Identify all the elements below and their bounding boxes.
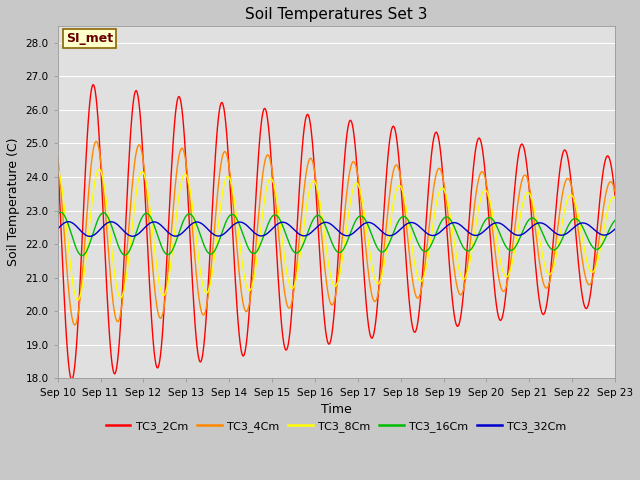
Line: TC3_4Cm: TC3_4Cm (58, 142, 615, 325)
TC3_4Cm (54, 154, 61, 159)
TC3_32Cm (65, 219, 72, 225)
TC3_2Cm (427, 156, 435, 162)
TC3_8Cm (429, 222, 436, 228)
Text: SI_met: SI_met (66, 32, 113, 45)
TC3_2Cm (350, 134, 358, 140)
TC3_32Cm (350, 229, 358, 235)
TC3_4Cm (289, 296, 296, 302)
TC3_8Cm (602, 215, 610, 221)
TC3_4Cm (139, 153, 147, 158)
TC3_16Cm (56, 209, 64, 215)
TC3_32Cm (139, 227, 147, 233)
TC3_16Cm (289, 247, 296, 253)
TC3_32Cm (603, 232, 611, 238)
Line: TC3_2Cm: TC3_2Cm (58, 84, 615, 380)
TC3_8Cm (611, 195, 619, 201)
TC3_4Cm (603, 186, 611, 192)
TC3_2Cm (54, 155, 61, 161)
TC3_4Cm (427, 206, 435, 212)
TC3_16Cm (430, 237, 438, 242)
TC3_32Cm (86, 233, 93, 239)
TC3_8Cm (138, 169, 145, 175)
TC3_32Cm (54, 226, 61, 232)
TC3_32Cm (427, 232, 435, 238)
TC3_2Cm (139, 145, 147, 151)
Line: TC3_16Cm: TC3_16Cm (58, 212, 615, 256)
TC3_32Cm (611, 226, 619, 232)
TC3_8Cm (288, 286, 296, 291)
TC3_32Cm (289, 225, 296, 231)
TC3_2Cm (90, 82, 97, 87)
Line: TC3_32Cm: TC3_32Cm (58, 222, 615, 236)
TC3_16Cm (139, 214, 147, 219)
TC3_8Cm (54, 165, 61, 171)
TC3_32Cm (430, 233, 438, 239)
TC3_2Cm (430, 136, 438, 142)
Line: TC3_8Cm: TC3_8Cm (58, 168, 615, 300)
TC3_4Cm (92, 139, 100, 144)
TC3_16Cm (54, 212, 61, 217)
TC3_16Cm (350, 221, 358, 227)
Y-axis label: Soil Temperature (C): Soil Temperature (C) (7, 138, 20, 266)
TC3_8Cm (426, 241, 434, 247)
TC3_2Cm (603, 153, 611, 159)
X-axis label: Time: Time (321, 403, 352, 416)
TC3_16Cm (78, 253, 86, 259)
TC3_2Cm (611, 192, 619, 198)
TC3_2Cm (68, 377, 76, 383)
TC3_4Cm (611, 189, 619, 194)
TC3_8Cm (611, 194, 618, 200)
TC3_4Cm (71, 322, 79, 328)
TC3_4Cm (430, 185, 438, 191)
Title: Soil Temperatures Set 3: Soil Temperatures Set 3 (245, 7, 428, 22)
TC3_16Cm (603, 232, 611, 238)
TC3_2Cm (289, 298, 296, 304)
TC3_8Cm (74, 297, 82, 303)
TC3_16Cm (611, 217, 619, 223)
TC3_4Cm (350, 159, 358, 165)
TC3_16Cm (427, 242, 435, 248)
Legend: TC3_2Cm, TC3_4Cm, TC3_8Cm, TC3_16Cm, TC3_32Cm: TC3_2Cm, TC3_4Cm, TC3_8Cm, TC3_16Cm, TC3… (102, 417, 571, 436)
